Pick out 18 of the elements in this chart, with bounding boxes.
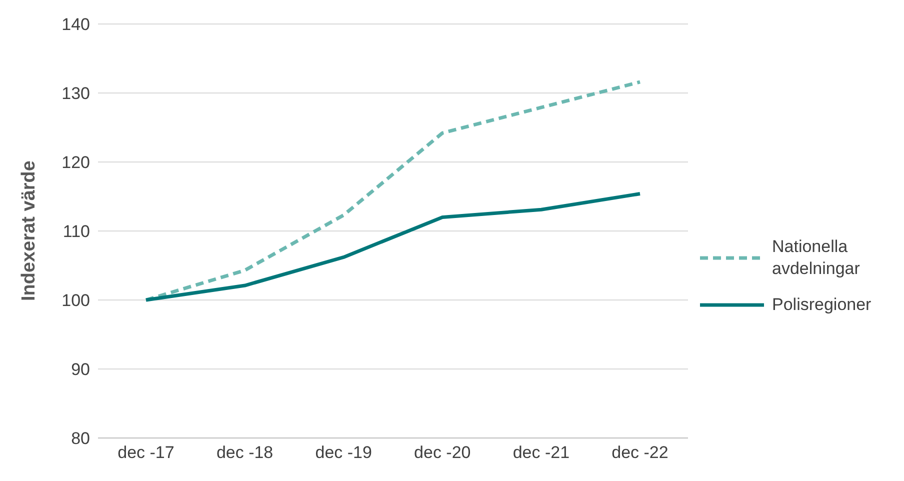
- x-tick-label: dec -19: [315, 443, 372, 462]
- x-tick-label: dec -22: [612, 443, 668, 462]
- x-tick-label: dec -20: [414, 443, 471, 462]
- legend-label: Nationella avdelningar: [772, 236, 861, 280]
- x-tick-label: dec -17: [118, 443, 174, 462]
- y-tick-label: 100: [62, 291, 90, 310]
- x-tick-label: dec -21: [512, 443, 570, 462]
- legend-label: Polisregioner: [772, 294, 872, 316]
- x-tick-label: dec -18: [216, 443, 274, 462]
- y-tick-label: 130: [62, 84, 90, 104]
- y-tick-label: 140: [62, 15, 90, 34]
- y-tick-label: 90: [71, 360, 90, 380]
- y-axis-title: Indexerat värde: [18, 160, 40, 301]
- y-tick-label: 120: [62, 153, 90, 172]
- line-series: [144, 192, 642, 302]
- y-tick-label: 110: [62, 222, 90, 242]
- y-tick-label: 80: [71, 429, 90, 448]
- line-series: [144, 80, 642, 302]
